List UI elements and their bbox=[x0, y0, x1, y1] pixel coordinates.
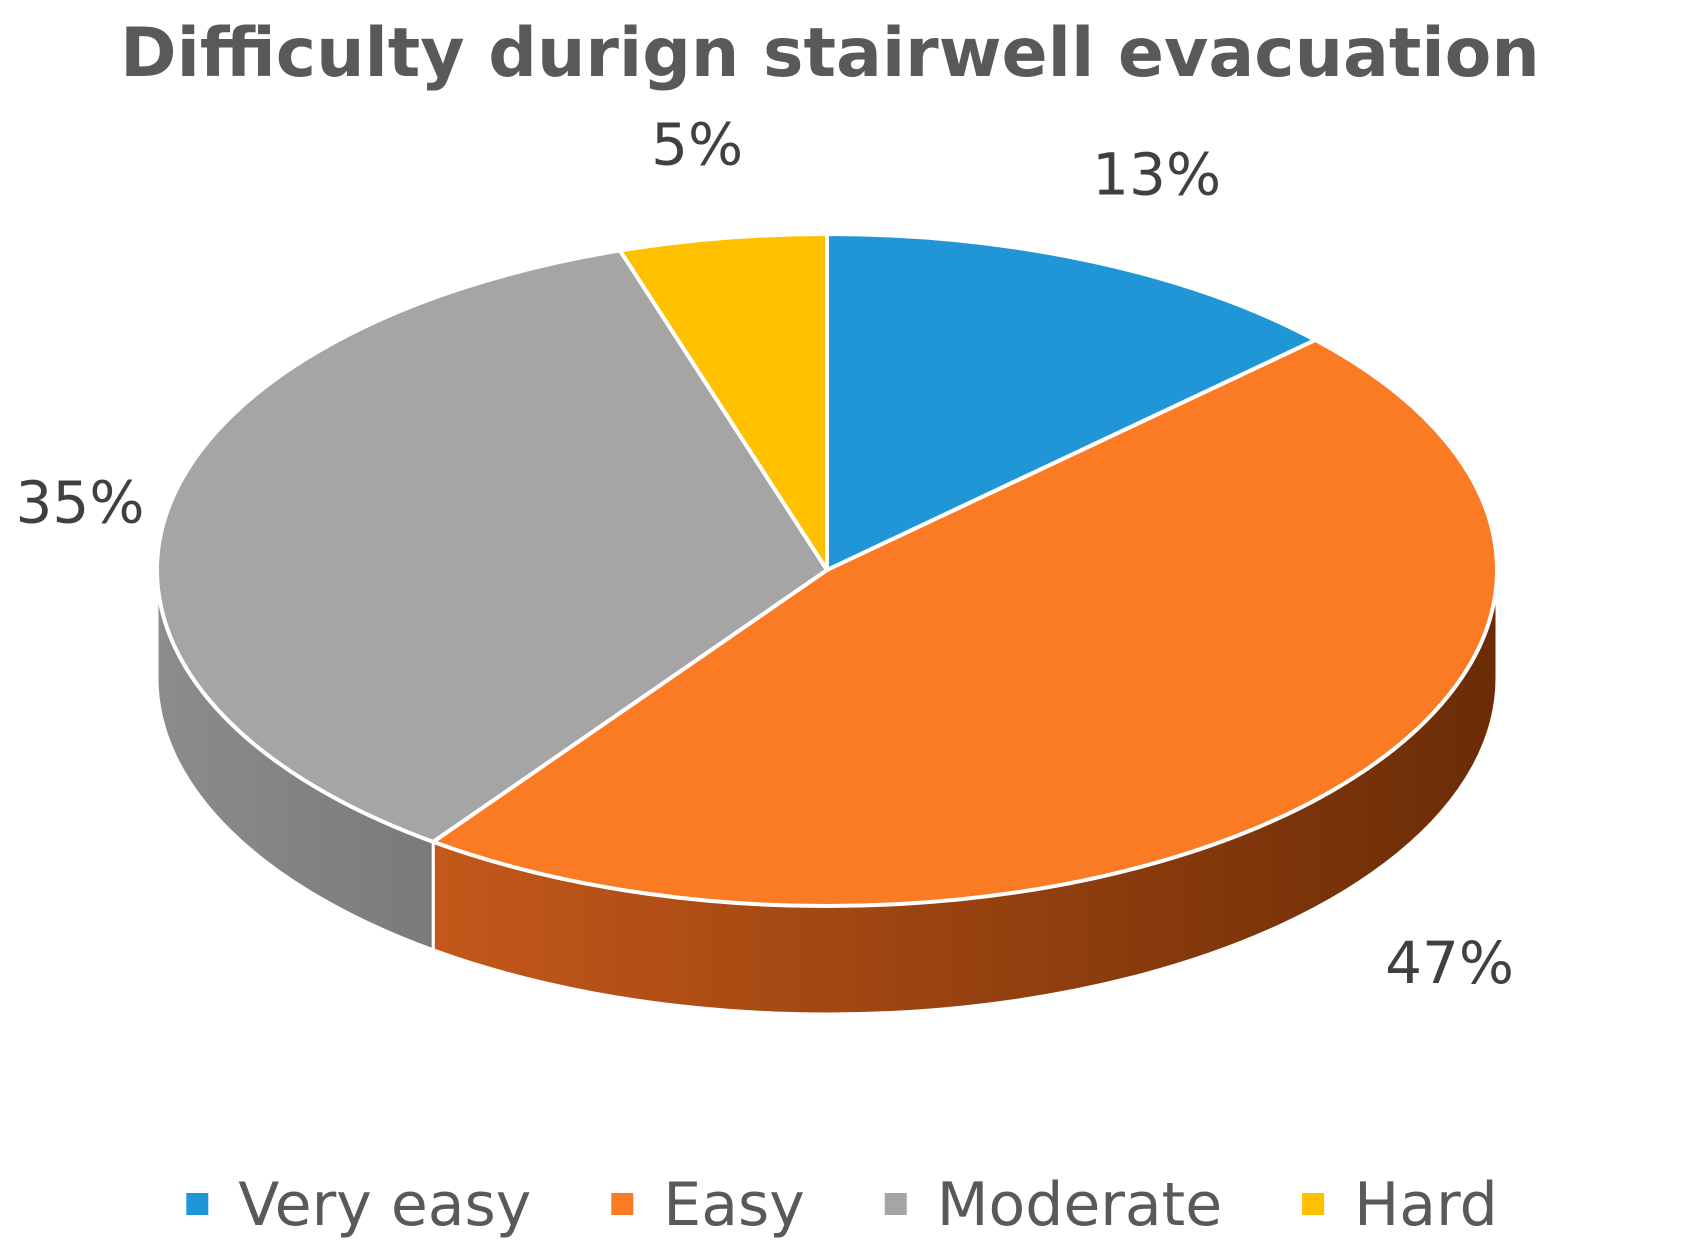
legend-label-very-easy: Very easy bbox=[238, 1170, 531, 1240]
slice-moderate bbox=[155, 248, 829, 844]
data-label-very-easy: 13% bbox=[1092, 140, 1221, 208]
legend-swatch-very-easy bbox=[186, 1193, 209, 1215]
legend-swatch-easy bbox=[611, 1193, 634, 1215]
chart-title: Difficulty durign stairwell evacuation bbox=[120, 14, 1540, 93]
data-label-hard: 5% bbox=[651, 110, 743, 178]
data-labels: 13% 47% 35% 5% bbox=[16, 110, 1515, 997]
data-label-moderate: 35% bbox=[16, 469, 145, 537]
slice-very-easy bbox=[825, 232, 1318, 572]
legend-label-hard: Hard bbox=[1354, 1170, 1498, 1240]
legend-label-easy: Easy bbox=[663, 1170, 804, 1240]
slice-hard bbox=[617, 232, 829, 572]
data-label-easy: 47% bbox=[1385, 929, 1514, 997]
legend-swatch-moderate bbox=[884, 1193, 907, 1215]
legend: Very easy Easy Moderate Hard bbox=[186, 1170, 1498, 1240]
legend-swatch-hard bbox=[1302, 1193, 1325, 1215]
legend-label-moderate: Moderate bbox=[937, 1170, 1222, 1240]
pie-slices bbox=[155, 232, 1499, 908]
slice-easy bbox=[431, 337, 1499, 908]
